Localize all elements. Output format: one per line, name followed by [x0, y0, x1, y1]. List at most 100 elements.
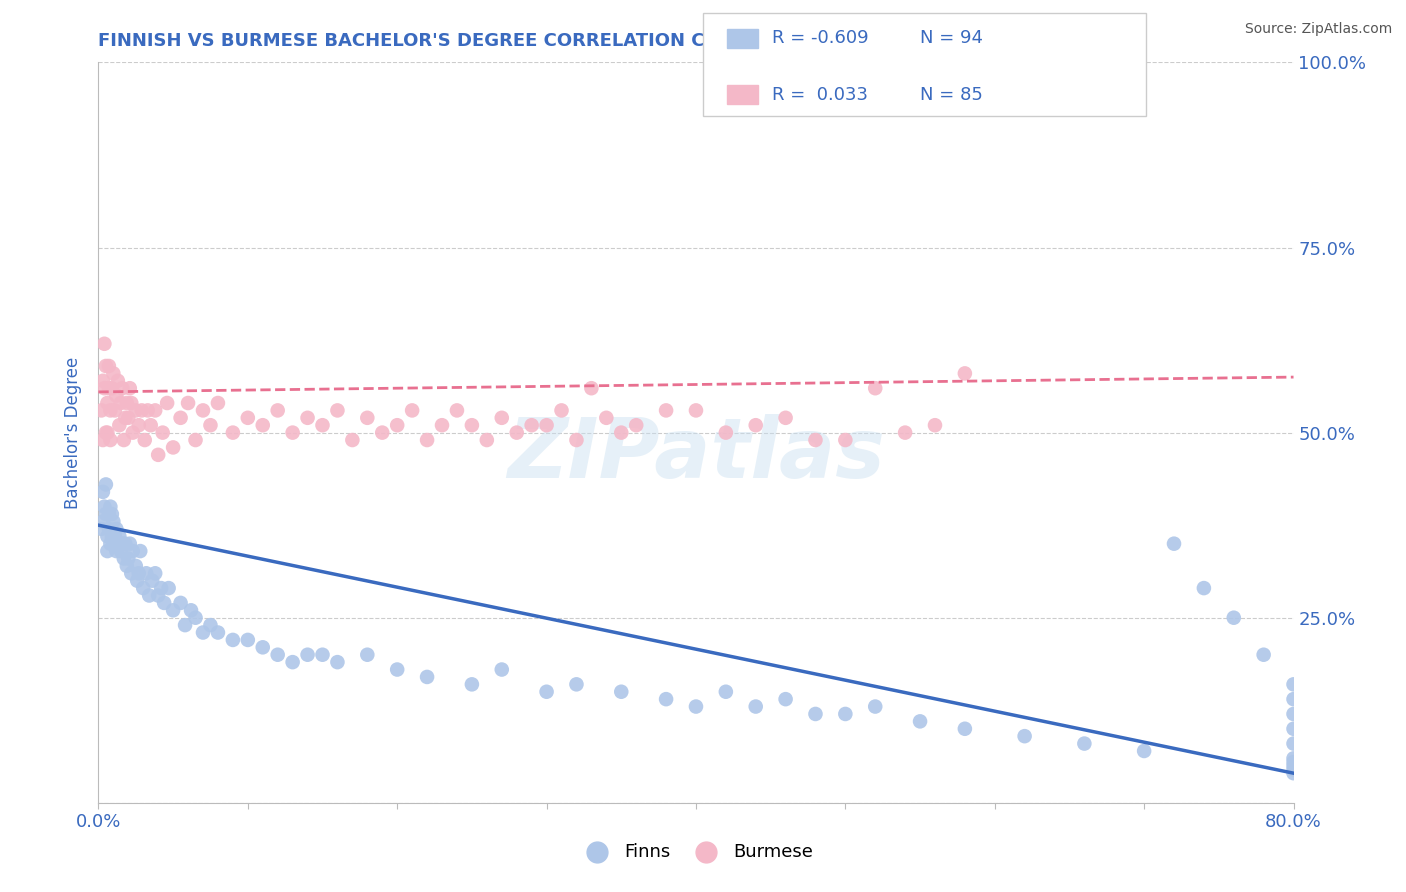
- Point: [174, 618, 197, 632]
- Point: [94, 359, 117, 373]
- Point: [908, 714, 931, 729]
- Point: [1282, 763, 1305, 777]
- Point: [745, 418, 768, 433]
- Point: [655, 403, 678, 417]
- Point: [129, 544, 152, 558]
- Point: [120, 566, 142, 581]
- Point: [714, 685, 737, 699]
- Point: [252, 640, 274, 655]
- Point: [281, 425, 304, 440]
- Point: [536, 418, 558, 433]
- Point: [1282, 677, 1305, 691]
- Point: [191, 625, 214, 640]
- Point: [1223, 610, 1246, 624]
- Point: [1192, 581, 1215, 595]
- Point: [110, 544, 132, 558]
- Point: [103, 515, 125, 529]
- Point: [311, 648, 333, 662]
- Point: [152, 425, 174, 440]
- Point: [491, 663, 513, 677]
- Point: [475, 433, 498, 447]
- Point: [105, 388, 128, 402]
- Point: [125, 403, 148, 417]
- Point: [595, 410, 617, 425]
- Point: [371, 425, 394, 440]
- Point: [114, 536, 136, 550]
- Point: [416, 433, 439, 447]
- Point: [430, 418, 453, 433]
- Point: [1163, 536, 1185, 550]
- Point: [191, 403, 214, 417]
- Point: [118, 381, 141, 395]
- Point: [135, 566, 157, 581]
- Point: [117, 410, 139, 425]
- Point: [162, 441, 184, 455]
- Point: [96, 425, 118, 440]
- Point: [281, 655, 304, 669]
- Point: [385, 418, 409, 433]
- Point: [356, 648, 378, 662]
- Point: [297, 648, 319, 662]
- Point: [143, 403, 166, 417]
- Point: [117, 551, 139, 566]
- Point: [610, 685, 633, 699]
- Point: [326, 403, 349, 417]
- Point: [520, 418, 543, 433]
- Point: [446, 403, 468, 417]
- Point: [98, 433, 122, 447]
- Point: [581, 381, 603, 395]
- Point: [1282, 737, 1305, 751]
- Point: [865, 699, 887, 714]
- Point: [162, 603, 184, 617]
- Point: [207, 625, 229, 640]
- Point: [118, 536, 141, 550]
- Point: [148, 448, 170, 462]
- Point: [132, 581, 155, 595]
- Point: [1282, 766, 1305, 780]
- Point: [894, 425, 917, 440]
- Point: [127, 574, 149, 588]
- Point: [775, 692, 797, 706]
- Text: R =  0.033: R = 0.033: [772, 86, 868, 103]
- Point: [98, 403, 122, 417]
- Point: [94, 477, 117, 491]
- Point: [157, 581, 180, 595]
- Point: [804, 706, 827, 721]
- Point: [136, 403, 159, 417]
- Point: [125, 558, 148, 573]
- Point: [93, 336, 115, 351]
- Text: R = -0.609: R = -0.609: [772, 29, 869, 47]
- Point: [105, 544, 128, 558]
- Point: [326, 655, 349, 669]
- Point: [115, 558, 138, 573]
- Point: [1073, 737, 1095, 751]
- Point: [1282, 755, 1305, 769]
- Point: [222, 425, 245, 440]
- Point: [236, 632, 259, 647]
- Point: [1253, 648, 1275, 662]
- Point: [491, 410, 513, 425]
- Point: [207, 396, 229, 410]
- Point: [128, 566, 150, 581]
- Point: [97, 381, 120, 395]
- Point: [101, 381, 124, 395]
- Point: [138, 589, 160, 603]
- Point: [200, 618, 222, 632]
- Point: [108, 418, 131, 433]
- Point: [865, 381, 887, 395]
- Point: [107, 374, 129, 388]
- Point: [1133, 744, 1156, 758]
- Point: [565, 677, 588, 691]
- Point: [236, 410, 259, 425]
- Point: [148, 589, 170, 603]
- Point: [610, 425, 633, 440]
- Point: [184, 433, 207, 447]
- Point: [112, 433, 135, 447]
- Y-axis label: Bachelor's Degree: Bachelor's Degree: [65, 357, 83, 508]
- Point: [115, 396, 138, 410]
- Point: [101, 507, 124, 521]
- Point: [461, 418, 484, 433]
- Point: [834, 706, 856, 721]
- Point: [685, 699, 707, 714]
- Point: [252, 418, 274, 433]
